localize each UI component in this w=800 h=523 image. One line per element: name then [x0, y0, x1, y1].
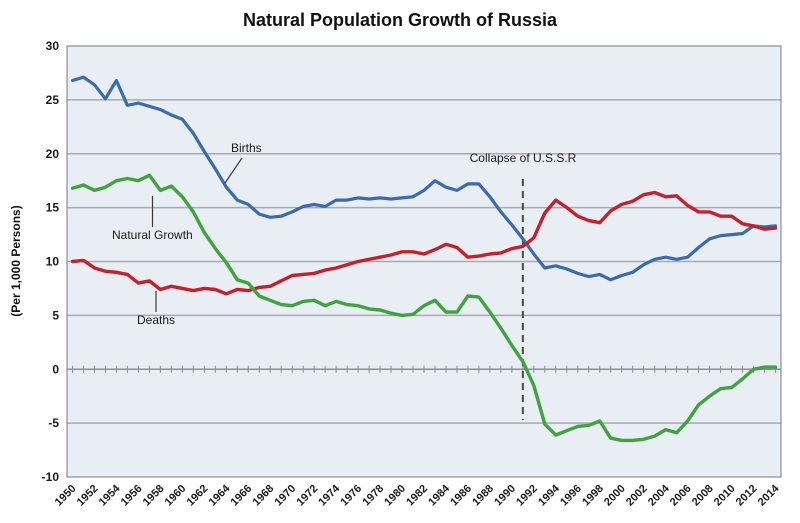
svg-text:20: 20 — [46, 147, 60, 161]
svg-text:1992: 1992 — [514, 483, 540, 509]
svg-text:10: 10 — [46, 255, 60, 269]
svg-text:2012: 2012 — [734, 483, 760, 509]
natural-growth-line — [70, 173, 778, 443]
svg-text:1960: 1960 — [163, 483, 189, 509]
deaths-series-label: Deaths — [137, 313, 176, 327]
chart-title: Natural Population Growth of Russia — [242, 10, 557, 30]
births-line — [70, 75, 778, 282]
y-tick-labels: 30 25 20 15 10 5 0 -5 -10 — [42, 39, 60, 484]
svg-text:1952: 1952 — [75, 483, 101, 509]
svg-text:2006: 2006 — [668, 483, 694, 509]
svg-text:2010: 2010 — [712, 483, 738, 509]
svg-text:-10: -10 — [42, 470, 60, 484]
annotation-leader-lines — [151, 157, 243, 312]
svg-text:1968: 1968 — [251, 483, 277, 509]
deaths-line — [70, 190, 778, 296]
natural-growth-series-label: Natural Growth — [112, 228, 193, 242]
svg-text:1994: 1994 — [536, 482, 562, 508]
collapse-ussr-label: Collapse of U.S.S.R — [469, 151, 577, 165]
svg-text:1954: 1954 — [97, 482, 123, 508]
zero-axis-ticks — [71, 365, 777, 373]
svg-text:1984: 1984 — [426, 482, 452, 508]
svg-text:1956: 1956 — [119, 483, 145, 509]
svg-text:2002: 2002 — [624, 483, 650, 509]
gridlines — [67, 99, 781, 424]
svg-text:1980: 1980 — [382, 483, 408, 509]
svg-text:15: 15 — [46, 201, 60, 215]
svg-text:1996: 1996 — [558, 483, 584, 509]
births-series-label: Births — [231, 141, 262, 155]
svg-text:1966: 1966 — [229, 483, 255, 509]
svg-text:1976: 1976 — [338, 483, 364, 509]
x-tick-labels: 1950195219541956195819601962196419661968… — [53, 482, 782, 508]
svg-text:25: 25 — [46, 93, 60, 107]
svg-text:-5: -5 — [48, 416, 59, 430]
plot-border — [66, 45, 782, 478]
svg-text:1950: 1950 — [53, 483, 79, 509]
svg-text:2000: 2000 — [602, 483, 628, 509]
svg-text:0: 0 — [52, 362, 59, 376]
svg-text:1964: 1964 — [207, 482, 233, 508]
svg-text:1986: 1986 — [448, 483, 474, 509]
svg-text:1982: 1982 — [404, 483, 430, 509]
svg-text:1988: 1988 — [470, 483, 496, 509]
svg-text:1970: 1970 — [273, 483, 299, 509]
svg-text:2004: 2004 — [646, 482, 672, 508]
svg-text:1962: 1962 — [185, 483, 211, 509]
svg-text:2008: 2008 — [690, 483, 716, 509]
svg-text:1974: 1974 — [316, 482, 342, 508]
svg-text:2014: 2014 — [756, 482, 782, 508]
svg-text:1978: 1978 — [360, 483, 386, 509]
svg-text:1998: 1998 — [580, 483, 606, 509]
svg-text:30: 30 — [46, 39, 60, 53]
svg-text:1972: 1972 — [295, 483, 321, 509]
svg-text:1990: 1990 — [492, 483, 518, 509]
svg-text:5: 5 — [52, 308, 59, 322]
svg-text:1958: 1958 — [141, 483, 167, 509]
